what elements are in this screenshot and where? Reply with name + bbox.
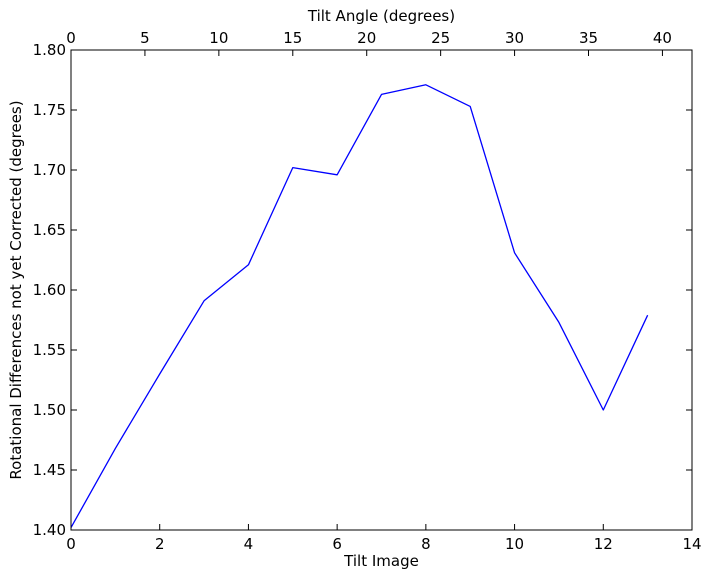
axes-frame <box>70 49 693 531</box>
top-x-tick-label: 35 <box>579 29 598 47</box>
y-tick-label: 1.40 <box>33 521 66 539</box>
x-tick-label: 8 <box>421 535 431 553</box>
series-layer <box>70 84 649 528</box>
x-tick-label: 2 <box>155 535 165 553</box>
y-tick-label: 1.50 <box>33 401 66 419</box>
y-tick-label: 1.65 <box>33 221 66 239</box>
x-tick-label: 12 <box>594 535 613 553</box>
top-x-tick-label: 30 <box>505 29 524 47</box>
x-tick-label: 10 <box>505 535 524 553</box>
top-x-tick-label: 10 <box>209 29 228 47</box>
x-tick-label: 0 <box>66 535 76 553</box>
top-x-tick-label: 15 <box>283 29 302 47</box>
y-tick-label: 1.60 <box>33 281 66 299</box>
y-tick-label: 1.45 <box>33 461 66 479</box>
x-tick-label: 6 <box>332 535 342 553</box>
top-x-tick-label: 0 <box>66 29 76 47</box>
ticks-layer: 0 2 4 6 8 10 12 14 0 5 10 15 20 25 30 35 40 1.40 1.45 1.50 1… <box>33 29 702 553</box>
top-x-tick-label: 5 <box>140 29 150 47</box>
y-tick-label: 1.55 <box>33 341 66 359</box>
series-line <box>70 84 649 528</box>
y-tick-label: 1.80 <box>33 41 66 59</box>
y-axis-label: Rotational Differences not yet Corrected… <box>7 100 25 479</box>
top-x-tick-label: 25 <box>431 29 450 47</box>
x-tick-label: 14 <box>682 535 701 553</box>
top-x-axis-label: Tilt Angle (degrees) <box>307 7 455 25</box>
x-axis-label: Tilt Image <box>343 552 419 570</box>
y-tick-label: 1.75 <box>33 101 66 119</box>
top-x-tick-label: 40 <box>653 29 672 47</box>
x-tick-label: 4 <box>244 535 254 553</box>
y-tick-label: 1.70 <box>33 161 66 179</box>
top-x-tick-label: 20 <box>357 29 376 47</box>
